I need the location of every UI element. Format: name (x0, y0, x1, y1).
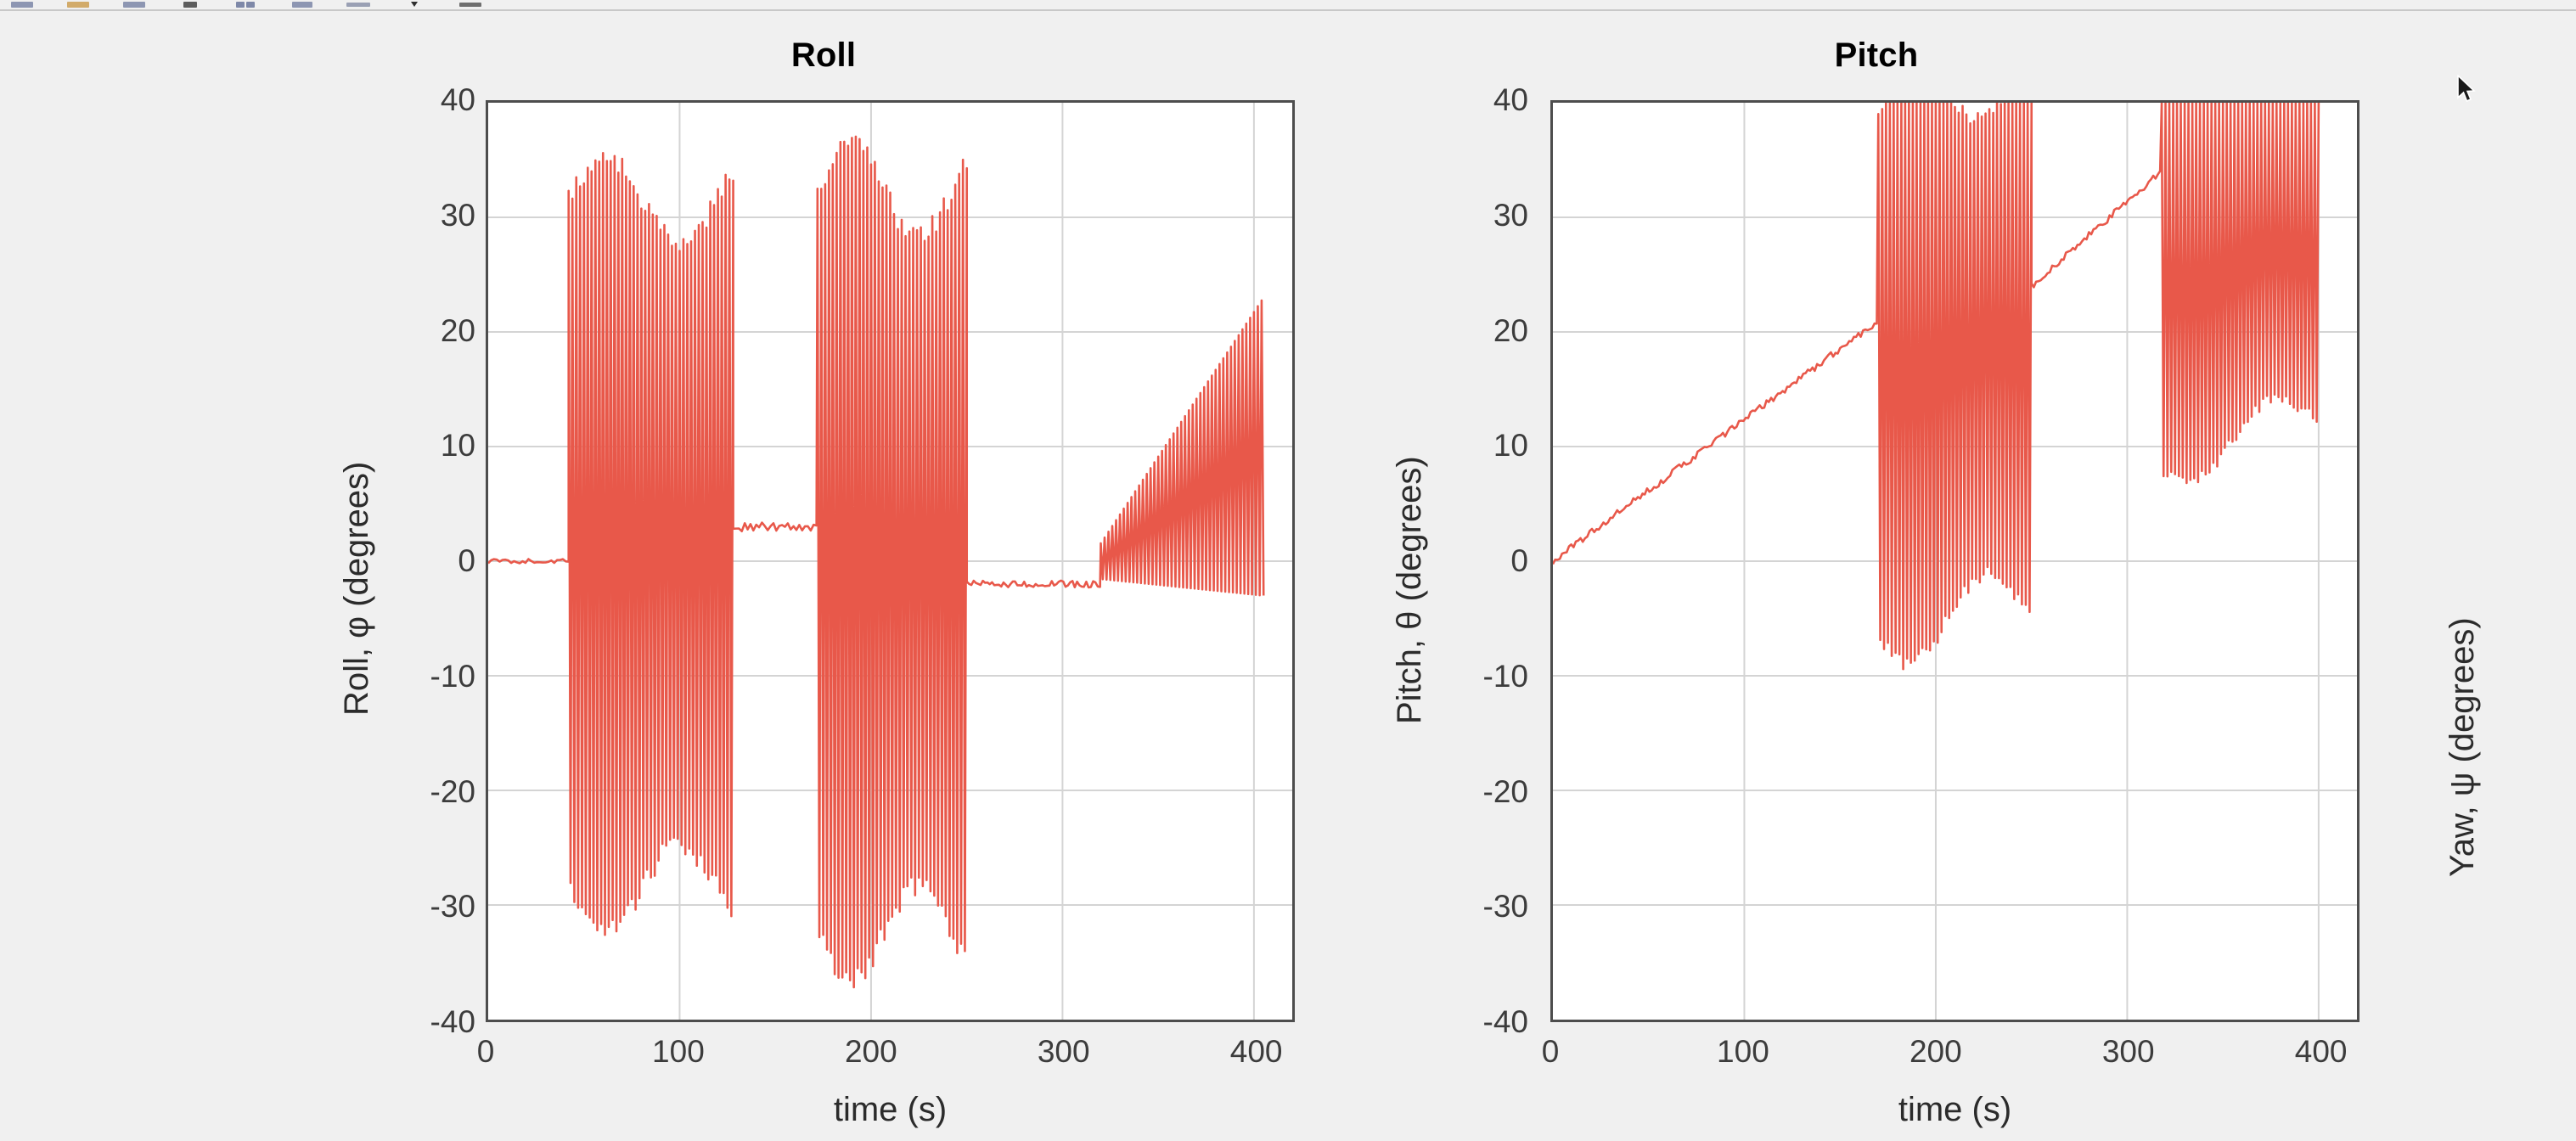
yaw-y-axis-label: Yaw, ψ (degrees) (2444, 617, 2481, 877)
new-figure-button[interactable] (5, 0, 39, 10)
pitch-x-axis-label: time (s) (1898, 1091, 2012, 1128)
pitch-ytick: -30 (1482, 889, 1528, 925)
pitch-ytick: 30 (1493, 197, 1528, 233)
save-figure-icon (121, 0, 147, 10)
data-cursor-button[interactable] (341, 0, 375, 10)
insert-legend-icon (458, 0, 483, 10)
pan-icon (290, 0, 315, 10)
figure-canvas: Roll Roll, φ (degrees) 40 30 20 10 0 -10… (0, 11, 2576, 1141)
roll-x-axis-label: time (s) (833, 1091, 948, 1128)
roll-ytick: -10 (430, 658, 475, 694)
pitch-xtick: 400 (2294, 1034, 2348, 1069)
pitch-xtick: 100 (1717, 1034, 1769, 1069)
roll-xtick: 300 (1037, 1034, 1090, 1069)
roll-xtick: 200 (844, 1034, 897, 1069)
roll-plot-title: Roll (790, 37, 857, 74)
pitch-ytick: -20 (1482, 773, 1528, 809)
pitch-xtick: 300 (2101, 1034, 2155, 1069)
zoom-in-button[interactable] (229, 0, 263, 10)
pitch-panel: Pitch Pitch, θ (degrees) 40 30 20 10 0 -… (1375, 11, 2377, 1141)
pitch-y-ticks: 40 30 20 10 0 -10 -20 -30 -40 (1409, 82, 1528, 1039)
roll-ytick: 10 (440, 428, 475, 464)
roll-ytick: -20 (430, 773, 475, 809)
pitch-ytick: -10 (1482, 658, 1528, 694)
open-file-icon (65, 0, 91, 10)
save-figure-button[interactable] (117, 0, 151, 10)
data-cursor-icon (346, 0, 371, 10)
rotate-3d-button[interactable] (397, 0, 431, 10)
pitch-ytick: 10 (1493, 428, 1528, 464)
print-figure-button[interactable] (173, 0, 207, 10)
zoom-in-icon (233, 0, 259, 10)
roll-xtick: 400 (1229, 1034, 1283, 1069)
pitch-ytick: -40 (1482, 1004, 1528, 1039)
pitch-xtick: 0 (1541, 1034, 1560, 1069)
pitch-axes[interactable] (1550, 100, 2359, 1022)
insert-legend-button[interactable] (453, 0, 487, 10)
roll-ytick: 20 (440, 312, 475, 348)
roll-y-ticks: 40 30 20 10 0 -10 -20 -30 -40 (357, 82, 475, 1039)
roll-ytick: 30 (440, 197, 475, 233)
print-figure-icon (177, 0, 203, 10)
roll-ytick: 40 (440, 82, 475, 117)
pitch-ytick: 0 (1510, 543, 1528, 578)
roll-xtick: 100 (652, 1034, 705, 1069)
roll-ytick: -40 (430, 1004, 475, 1039)
roll-xtick: 0 (476, 1034, 495, 1069)
yaw-panel: Yaw, ψ (degrees) 35 30 25 20 15 10 5 0 -… (2428, 11, 2576, 1141)
pitch-xtick: 200 (1909, 1034, 1962, 1069)
pan-button[interactable] (285, 0, 319, 10)
figure-toolbar-buttons (5, 0, 487, 10)
figure-toolbar (0, 0, 2576, 11)
new-figure-icon (9, 0, 35, 10)
pitch-ytick: 20 (1493, 312, 1528, 348)
pitch-plot-title: Pitch (1834, 37, 1919, 74)
open-file-button[interactable] (61, 0, 95, 10)
yaw-y-ticks: 35 30 25 20 15 10 5 0 -5 (2496, 100, 2576, 1022)
rotate-arrow-icon (402, 0, 427, 10)
roll-ytick: -30 (430, 889, 475, 925)
roll-panel: Roll Roll, φ (degrees) 40 30 20 10 0 -10… (323, 11, 1325, 1141)
roll-axes[interactable] (486, 100, 1295, 1022)
pitch-ytick: 40 (1493, 82, 1528, 117)
roll-ytick: 0 (458, 543, 475, 578)
